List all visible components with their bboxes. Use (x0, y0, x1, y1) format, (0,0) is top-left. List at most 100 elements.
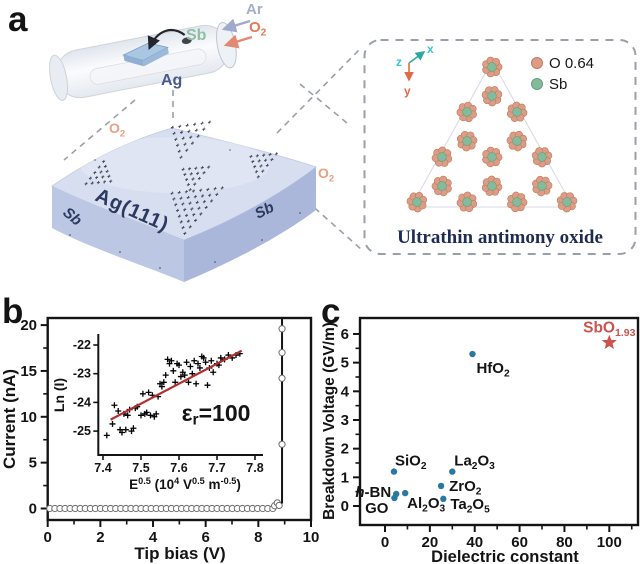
inset-legend: O 0.64 Sb (531, 55, 594, 93)
x-tick-label: 100 (597, 534, 622, 551)
inset-y-tick: -22 (73, 338, 91, 352)
atomic-structure-inset: z x y O 0.64 Sb Ultrathin antimony oxide (363, 39, 637, 255)
material-label: h-BN (355, 484, 391, 501)
sbo-cluster (506, 101, 528, 122)
sbo-cluster (456, 101, 477, 123)
inset-y-tick: -23 (73, 367, 91, 381)
sbo-cluster (506, 130, 527, 152)
sbo-cluster (481, 86, 503, 107)
x-tick-label: 0 (44, 529, 52, 546)
inset-x-tick: 7.7 (208, 461, 225, 475)
inset-y-title: Ln (I) (51, 378, 67, 412)
island (84, 159, 113, 186)
data-point (449, 468, 456, 475)
sbo-cluster (507, 191, 528, 213)
y-axis-label: y (404, 84, 411, 98)
sbo-cluster (406, 191, 428, 213)
ag111-slab (51, 127, 317, 282)
sb-transfer-arrow (147, 29, 186, 50)
o-atom-legend-swatch (531, 57, 543, 69)
inset-y-tick: -24 (73, 395, 91, 409)
ar-flow-arrow (221, 18, 251, 33)
material-label: Ta2O5 (450, 496, 490, 516)
antimony-source-label: Sb (186, 27, 207, 44)
o-legend-label: O 0.64 (549, 55, 594, 72)
o2-flow-arrow (223, 34, 253, 49)
iv-curve-chart: 0 2 4 6 8 10 0 5 10 15 20 Tip bias (V) Current (nA) 7… (0, 316, 319, 563)
inset-x-tick: 7.6 (170, 461, 187, 475)
y-tick-label: 5 (29, 455, 37, 472)
x-tick-label: 80 (556, 534, 573, 551)
y-tick-label: 4 (341, 383, 350, 400)
sbo-cluster (431, 146, 453, 167)
dielectric-scatter-chart: 0 20 40 60 80 100 0 1 2 3 4 5 6 Dielectric constant Br… (321, 316, 640, 564)
data-point (437, 482, 445, 490)
sbo-star-point (601, 334, 617, 350)
y-tick-label: 10 (20, 409, 37, 426)
x-tick-label: 20 (422, 534, 439, 551)
sb-source-pellet (181, 37, 192, 44)
data-point (469, 350, 476, 358)
material-label: ZrO2 (449, 478, 482, 498)
oxygen-left-label: O2 (109, 120, 125, 140)
sbo-cluster (482, 146, 503, 168)
permittivity-annotation: εr=100 (182, 400, 251, 429)
island (170, 186, 224, 236)
x-tick-label: 8 (254, 529, 262, 546)
antimony-oxide-islands (84, 120, 279, 236)
y-tick-label: 15 (20, 363, 37, 380)
deposition-schematic: Ar O2 Sb Ag O2 O2 Ag(111) Sb Sb z x y O … (49, 1, 637, 282)
material-label: La2O3 (454, 453, 495, 473)
argon-label: Ar (246, 1, 263, 18)
sbo-cluster (431, 175, 452, 197)
sbo-cluster (482, 56, 503, 78)
panel-a-letter: a (8, 0, 28, 39)
silver-chip-label: Ag (161, 72, 182, 89)
inset-x-tick: 7.4 (94, 461, 111, 475)
inset-x-tick: 7.5 (132, 461, 149, 475)
x-axis-label: x (427, 42, 434, 56)
x-axis-title: Tip bias (V) (134, 544, 225, 563)
y-axis-title: Current (nA) (0, 369, 19, 469)
y-tick-label: 3 (341, 412, 349, 429)
iv-data-points (46, 318, 286, 513)
inset-x-title: E0.5 (104 V0.5 m-0.5) (129, 476, 241, 492)
y-tick-label: 6 (341, 326, 349, 343)
sb-atom-legend-swatch (531, 78, 543, 90)
y-tick-label: 20 (20, 317, 37, 334)
sbo-cluster (531, 147, 553, 168)
x-tick-label: 0 (381, 534, 389, 551)
sbo-cluster (456, 130, 478, 152)
x-tick-label: 6 (202, 529, 210, 546)
material-label: SiO2 (395, 453, 427, 473)
x-tick-label: 60 (511, 534, 528, 551)
data-point (440, 495, 447, 503)
y-tick-label: 0 (341, 498, 349, 515)
y-tick-label: 2 (341, 441, 349, 458)
fit-line (110, 349, 243, 421)
inset-title: Ultrathin antimony oxide (397, 227, 603, 248)
x-tick-label: 40 (466, 534, 483, 551)
data-point (391, 494, 398, 502)
coordinate-axes: z x y (396, 42, 434, 98)
x-tick-label: 4 (149, 529, 158, 546)
y-axis-title: Breakdown Voltage (GV/m) (321, 322, 338, 520)
island (181, 165, 211, 192)
sbo-label: SbO1.93 (583, 320, 636, 340)
y-tick-label: 0 (29, 501, 37, 518)
x-axis-title: Dielectric constant (431, 548, 579, 564)
inset-dashed-box (363, 39, 637, 255)
sb-legend-label: Sb (549, 76, 567, 93)
material-label: Al2O3 (407, 495, 445, 515)
inset-y-tick: -25 (73, 424, 91, 438)
x-tick-label: 2 (96, 529, 104, 546)
material-label: HfO2 (476, 360, 510, 380)
y-tick-label: 5 (341, 355, 349, 372)
material-label: GO (365, 500, 389, 517)
sbo-cluster (456, 191, 478, 212)
panel-b-letter: b (2, 292, 24, 331)
atom-cluster-triangle (406, 56, 578, 213)
quartz-tube (49, 22, 237, 101)
